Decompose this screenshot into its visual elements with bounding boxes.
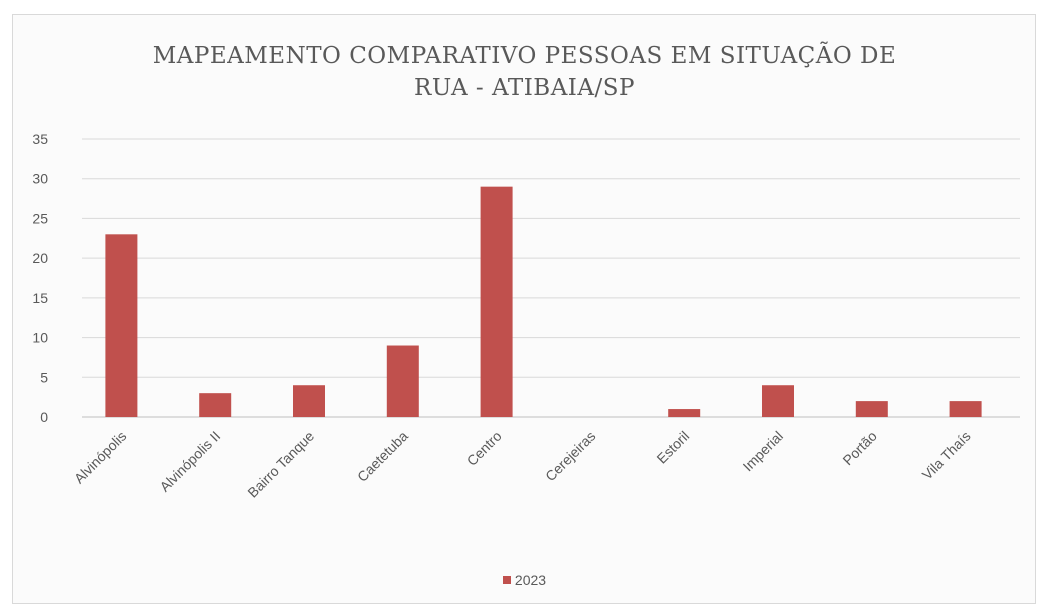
chart-title-line-2: RUA - ATIBAIA/SP: [414, 75, 635, 101]
legend-swatch: [502, 576, 511, 584]
x-tick-label: Centro: [464, 428, 505, 469]
bar: [855, 401, 888, 417]
bar: [949, 401, 982, 417]
y-tick-label: 5: [40, 369, 48, 385]
x-tick-label: Portão: [839, 428, 880, 469]
bar: [480, 186, 513, 417]
y-tick-label: 0: [40, 409, 48, 425]
y-tick-label: 10: [32, 330, 48, 346]
y-tick-label: 35: [32, 131, 48, 147]
y-tick-label: 25: [32, 210, 48, 226]
chart-title-line-1: MAPEAMENTO COMPARATIVO PESSOAS EM SITUAÇ…: [152, 43, 897, 69]
x-tick-label: Alvinópolis: [71, 428, 130, 487]
x-tick-label: Bairro Tanque: [244, 428, 317, 501]
x-tick-label: Vila Thaís: [919, 428, 974, 483]
x-tick-label: Cerejeiras: [542, 428, 598, 484]
legend-label: 2023: [514, 572, 547, 588]
bar: [386, 345, 419, 417]
y-tick-label: 30: [32, 171, 48, 187]
x-tick-label: Caetetuba: [354, 428, 411, 485]
bar: [292, 385, 325, 417]
x-tick-label: Imperial: [740, 428, 787, 475]
chart-frame: [12, 14, 1036, 604]
bar: [199, 393, 232, 417]
x-tick-label: Alvinópolis II: [156, 428, 223, 495]
y-tick-label: 20: [32, 250, 48, 266]
bar: [668, 409, 701, 417]
bar: [761, 385, 794, 417]
chart-title: MAPEAMENTO COMPARATIVO PESSOAS EM SITUAÇ…: [0, 40, 1049, 104]
y-tick-label: 15: [32, 290, 48, 306]
x-tick-label: Estoril: [653, 428, 692, 467]
bar: [105, 234, 138, 417]
chart-legend: 2023: [0, 572, 1049, 588]
